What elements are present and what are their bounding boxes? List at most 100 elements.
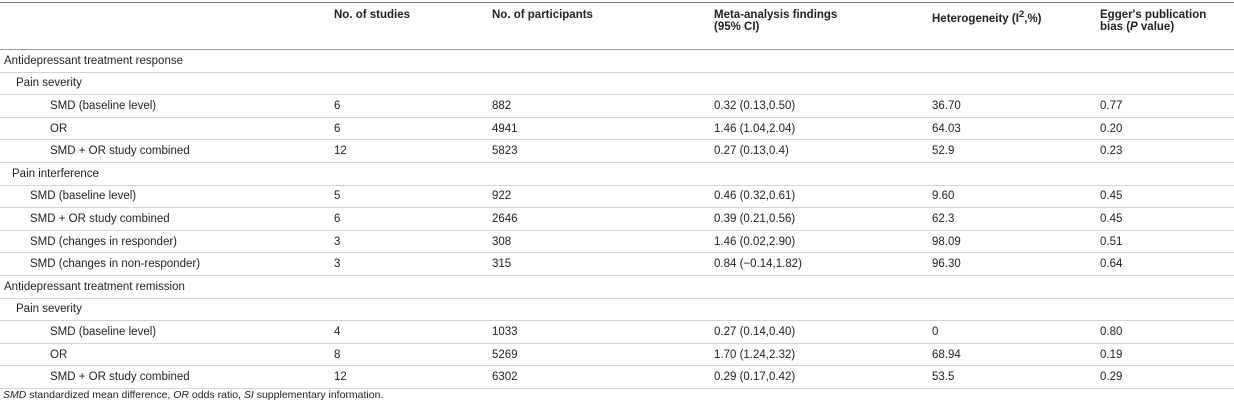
cell: 0.45 <box>1096 207 1234 231</box>
footnote-abbr: SMD <box>3 389 27 401</box>
cell: 0.80 <box>1096 320 1234 344</box>
row-label: OR <box>0 117 330 141</box>
footnote-text: standardized mean difference, <box>26 389 174 401</box>
header-sup: 2 <box>1018 9 1025 20</box>
cell: 0.29 (0.17,0.42) <box>710 365 928 389</box>
cell: 0.27 (0.14,0.40) <box>710 320 928 344</box>
cell: 2646 <box>488 207 710 231</box>
data-row: SMD + OR study combined 6 2646 0.39 (0.21,0… <box>0 207 1234 231</box>
row-label: SMD (baseline level) <box>0 94 330 118</box>
cell: 5269 <box>488 343 710 367</box>
cell: 0.77 <box>1096 94 1234 118</box>
cell: 0.46 (0.32,0.61) <box>710 185 928 209</box>
cell: 6 <box>330 94 488 118</box>
data-row: SMD (baseline level) 5 922 0.46 (0.32,0.61)… <box>0 185 1234 209</box>
cell: 3 <box>330 252 488 276</box>
cell: 4 <box>330 320 488 344</box>
header-cell: No. of participants <box>488 2 710 50</box>
results-table: No. of studies No. of participants Meta-… <box>0 2 1234 389</box>
cell: 5823 <box>488 139 710 163</box>
header-cell: Egger's publication bias (P value) <box>1096 2 1234 50</box>
cell: 6 <box>330 117 488 141</box>
cell: 1033 <box>488 320 710 344</box>
cell: 1.46 (0.02,2.90) <box>710 230 928 254</box>
cell: 0.51 <box>1096 230 1234 254</box>
cell: 1.46 (1.04,2.04) <box>710 117 928 141</box>
row-label: SMD (changes in responder) <box>0 230 330 254</box>
cell: 882 <box>488 94 710 118</box>
cell: 68.94 <box>928 343 1096 367</box>
group-row: Antidepressant treatment response <box>0 49 1234 73</box>
row-label: SMD (changes in non-responder) <box>0 252 330 276</box>
cell: 0.84 (−0.14,1.82) <box>710 252 928 276</box>
cell: 0.29 <box>1096 365 1234 389</box>
header-text: value) <box>1137 21 1175 33</box>
data-row: SMD (baseline level) 4 1033 0.27 (0.14,0.40… <box>0 320 1234 344</box>
data-row: SMD (changes in non-responder) 3 315 0.84 (… <box>0 252 1234 276</box>
cell: 0.19 <box>1096 343 1234 367</box>
footnote-text: odds ratio, <box>189 389 244 401</box>
cell: 4941 <box>488 117 710 141</box>
cell: 0 <box>928 320 1096 344</box>
group-row: Antidepressant treatment remission <box>0 275 1234 299</box>
cell: 0.27 (0.13,0.4) <box>710 139 928 163</box>
cell: 12 <box>330 365 488 389</box>
cell: 62.3 <box>928 207 1096 231</box>
cell: 308 <box>488 230 710 254</box>
data-row: SMD + OR study combined 12 5823 0.27 (0.13,… <box>0 139 1234 163</box>
data-row: SMD (changes in responder) 3 308 1.46 (0.02… <box>0 230 1234 254</box>
group-row: Pain interference <box>0 162 1234 186</box>
footnote-text: supplementary information. <box>253 389 384 401</box>
cell: 6 <box>330 207 488 231</box>
cell: 6302 <box>488 365 710 389</box>
cell: 9.60 <box>928 185 1096 209</box>
header-text: Egger's publication bias ( <box>1100 9 1207 33</box>
row-label: OR <box>0 343 330 367</box>
footnote-abbr: OR <box>173 389 189 401</box>
data-row: OR 8 5269 1.70 (1.24,2.32) 68.94 0.19 <box>0 343 1234 367</box>
data-row: SMD + OR study combined 12 6302 0.29 (0.17,… <box>0 365 1234 389</box>
cell: 53.5 <box>928 365 1096 389</box>
cell: 98.09 <box>928 230 1096 254</box>
header-italic: P <box>1130 21 1138 33</box>
cell: 0.64 <box>1096 252 1234 276</box>
row-label: Antidepressant treatment response <box>0 49 1234 73</box>
cell: 5 <box>330 185 488 209</box>
data-row: OR 6 4941 1.46 (1.04,2.04) 64.03 0.20 <box>0 117 1234 141</box>
table-body: Antidepressant treatment response Pain se… <box>0 49 1234 389</box>
cell: 12 <box>330 139 488 163</box>
row-label: SMD + OR study combined <box>0 207 330 231</box>
group-row: Pain severity <box>0 72 1234 96</box>
row-label: SMD (baseline level) <box>0 320 330 344</box>
header-row: No. of studies No. of participants Meta-… <box>0 2 1234 50</box>
cell: 96.30 <box>928 252 1096 276</box>
header-text: Heterogeneity (I <box>932 12 1019 25</box>
footnote: SMD standardized mean difference, OR odd… <box>3 389 383 401</box>
cell: 922 <box>488 185 710 209</box>
header-cell <box>0 2 330 50</box>
cell: 0.39 (0.21,0.56) <box>710 207 928 231</box>
row-label: SMD + OR study combined <box>0 139 330 163</box>
row-label: SMD + OR study combined <box>0 365 330 389</box>
cell: 0.20 <box>1096 117 1234 141</box>
cell: 0.32 (0.13,0.50) <box>710 94 928 118</box>
cell: 315 <box>488 252 710 276</box>
header-cell: Heterogeneity (I2,%) <box>928 2 1096 50</box>
row-label: Antidepressant treatment remission <box>0 275 1234 299</box>
cell: 64.03 <box>928 117 1096 141</box>
footnote-abbr: SI <box>243 389 254 401</box>
data-row: SMD (baseline level) 6 882 0.32 (0.13,0.50)… <box>0 94 1234 118</box>
cell: 3 <box>330 230 488 254</box>
cell: 1.70 (1.24,2.32) <box>710 343 928 367</box>
cell: 36.70 <box>928 94 1096 118</box>
row-label: Pain severity <box>0 298 1234 322</box>
group-row: Pain severity <box>0 298 1234 322</box>
row-label: Pain severity <box>0 72 1234 96</box>
header-cell: Meta-analysis findings (95% CI) <box>710 2 928 50</box>
header-text: ,%) <box>1024 12 1042 25</box>
cell: 52.9 <box>928 139 1096 163</box>
header-cell: No. of studies <box>330 2 488 50</box>
cell: 8 <box>330 343 488 367</box>
cell: 0.45 <box>1096 185 1234 209</box>
